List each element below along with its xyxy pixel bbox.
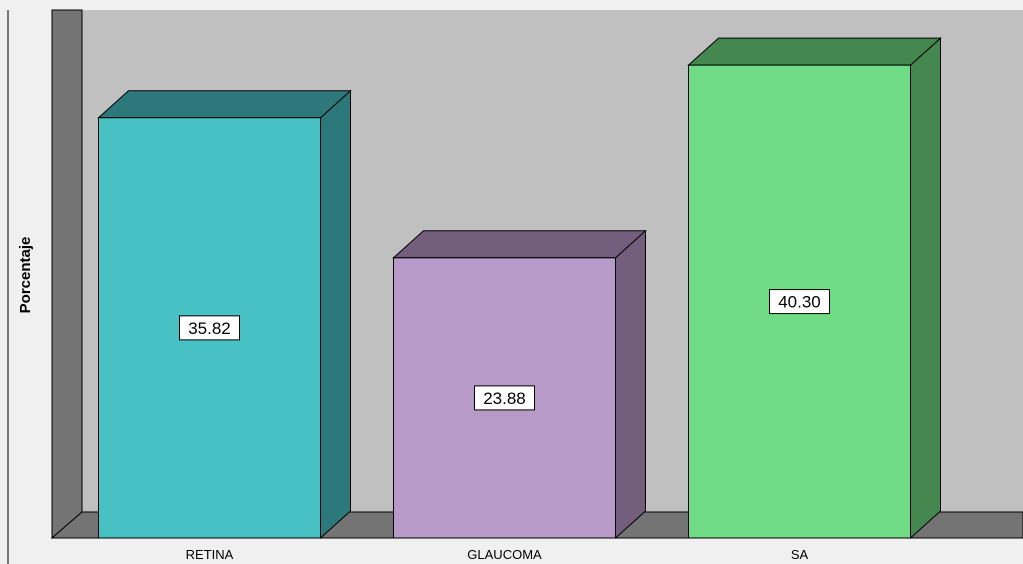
data-label-box-retina (179, 315, 240, 341)
bar-side-sa (910, 37, 941, 540)
bar-group-retina: 35.82 RETINA (97, 89, 352, 562)
data-label-sa: 40.30 (778, 293, 821, 312)
x-tick-label-sa: SA (791, 547, 809, 562)
data-label-box-sa (769, 289, 830, 315)
data-label-retina: 35.82 (188, 319, 231, 338)
bar-side-glaucoma (615, 229, 646, 540)
data-label-glaucoma: 23.88 (483, 389, 526, 408)
bars-layer: 35.82 RETINA 23.88 GLAUCOMA 40.30 SA (97, 37, 942, 562)
plot-side-wall (51, 9, 83, 540)
bar-top-retina (97, 90, 352, 119)
bar-group-sa: 40.30 SA (687, 37, 942, 562)
data-label-box-glaucoma (474, 385, 535, 411)
bar-side-retina (320, 89, 351, 540)
bar-top-glaucoma (392, 230, 647, 259)
x-tick-label-retina: RETINA (186, 547, 234, 562)
x-tick-label-glaucoma: GLAUCOMA (467, 547, 542, 562)
y-axis-label: Porcentaje (17, 237, 34, 314)
bar-group-glaucoma: 23.88 GLAUCOMA (392, 229, 647, 562)
bar-top-sa (687, 37, 942, 66)
